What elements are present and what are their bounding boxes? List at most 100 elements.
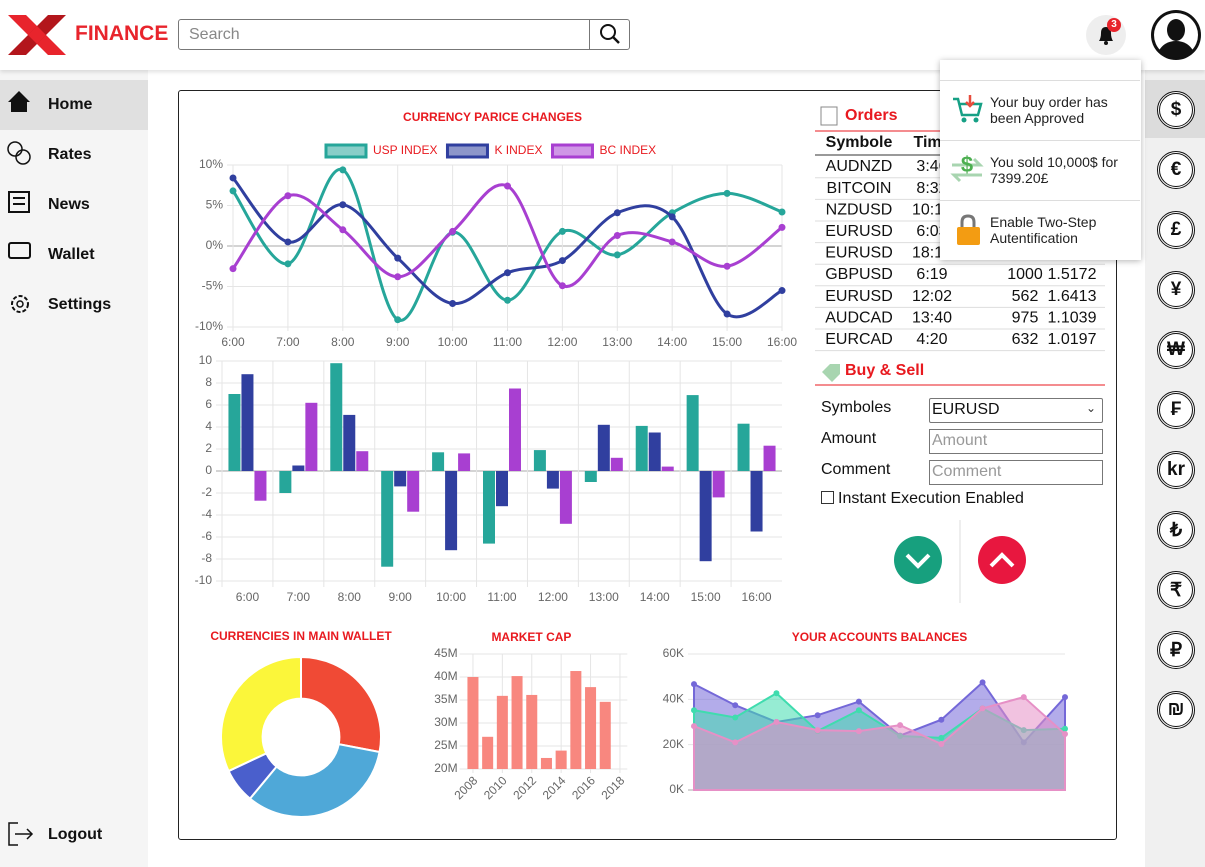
point (732, 714, 739, 721)
buy-button[interactable] (978, 536, 1026, 584)
currency-button[interactable]: $ (1157, 91, 1195, 129)
point (339, 201, 347, 209)
table-cell: AUDNZD (826, 158, 893, 175)
logout-icon (8, 822, 34, 846)
bar (509, 388, 521, 471)
bar (661, 466, 674, 471)
currency-button[interactable]: € (1157, 151, 1195, 189)
checkbox-label: Instant Execution Enabled (838, 490, 1024, 507)
bar (228, 394, 241, 471)
currency-button[interactable]: ₽ (1157, 631, 1195, 669)
x-tick-label: 9:00 (386, 335, 410, 349)
nav-settings[interactable]: Settings (0, 280, 148, 330)
checkbox[interactable] (821, 491, 834, 504)
nav-label: Logout (48, 826, 103, 843)
bar (279, 471, 292, 493)
sell-button[interactable] (894, 536, 942, 584)
chevron-down (905, 553, 931, 569)
x-tick-label: 14:00 (640, 590, 670, 604)
nav-wallet[interactable]: Wallet (0, 230, 148, 280)
field-label: Symboles (821, 399, 892, 416)
currency-button[interactable]: kr (1157, 451, 1195, 489)
point (339, 226, 347, 234)
bar (585, 687, 597, 769)
currency-button[interactable]: ₩ (1157, 331, 1195, 369)
nav-label: Settings (48, 296, 112, 313)
text-input[interactable]: Comment (929, 460, 1103, 485)
point (814, 727, 821, 734)
search-icon (600, 24, 620, 44)
point (668, 213, 676, 221)
point (613, 209, 621, 217)
point (613, 231, 621, 239)
bar (546, 471, 559, 489)
select-value: EURUSD (932, 401, 1000, 418)
nav-label: Wallet (48, 246, 95, 263)
table-cell: 562 (1012, 288, 1039, 305)
currency-button[interactable]: ¥ (1157, 271, 1195, 309)
currency-button[interactable]: £ (1157, 211, 1195, 249)
notification[interactable]: $ You sold 10,000$ for 7399.20£ (940, 140, 1140, 200)
point (1062, 694, 1068, 701)
bar (584, 471, 597, 482)
table-cell: 1000 (1007, 266, 1043, 283)
y-tick-label: 20K (663, 737, 684, 751)
y-tick-label: 30M (434, 715, 457, 729)
point (394, 254, 402, 262)
point (504, 296, 511, 304)
nav-rates[interactable]: Rates (0, 130, 148, 180)
point (229, 174, 237, 182)
bar (712, 471, 725, 498)
point (814, 712, 821, 719)
table-cell: 4:20 (916, 331, 947, 348)
y-tick-label: 60K (663, 646, 684, 660)
notification-button[interactable]: 3 (1086, 15, 1126, 55)
select[interactable]: EURUSD ⌄ (929, 398, 1103, 423)
notification-dropdown: Your buy order has been Approved $ You s… (940, 60, 1141, 260)
table-cell: 8:32 (916, 180, 947, 197)
bar (737, 423, 750, 471)
bar (496, 695, 508, 769)
nav-news[interactable]: News (0, 180, 148, 230)
point (449, 227, 457, 235)
sidebar: Home Rates News Wallet Settings Logout (0, 70, 148, 867)
nav-logout[interactable]: Logout (0, 810, 148, 860)
table-cell: GBPUSD (825, 266, 893, 283)
x-tick-label: 2008 (452, 773, 481, 802)
point (778, 287, 786, 295)
avatar[interactable] (1150, 9, 1202, 61)
point (723, 310, 731, 318)
bar (467, 677, 479, 769)
bar (763, 445, 776, 471)
currency-button[interactable]: ₹ (1157, 571, 1195, 609)
bar (555, 750, 567, 769)
y-tick-label: -10 (195, 573, 213, 587)
notification[interactable]: Enable Two-Step Autentification (940, 200, 1140, 260)
x-tick-label: 15:00 (712, 335, 742, 349)
y-tick-label: 4 (205, 419, 212, 433)
orders-title: Orders (845, 107, 898, 124)
legend-label: K INDEX (494, 143, 542, 157)
table-cell: 3:46 (916, 158, 947, 175)
bar (533, 450, 546, 471)
y-tick-label: 0K (669, 782, 684, 796)
currency-button[interactable]: ₪ (1157, 691, 1195, 729)
y-tick-label: 35M (434, 692, 457, 706)
search-box[interactable]: Search (178, 19, 630, 50)
text-input[interactable]: Amount (929, 429, 1103, 454)
bar (394, 471, 407, 487)
currency-button[interactable]: ₣ (1157, 391, 1195, 429)
point (855, 707, 862, 714)
search-button[interactable] (589, 19, 630, 50)
point (229, 265, 237, 273)
bar (526, 694, 538, 769)
point (773, 690, 780, 697)
currency-button[interactable]: ₺ (1157, 511, 1195, 549)
orders-icon (820, 106, 838, 126)
notification[interactable]: Your buy order has been Approved (940, 80, 1140, 140)
x-tick-label: 14:00 (657, 335, 687, 349)
x-tick-label: 2018 (599, 773, 628, 802)
bar (599, 701, 611, 769)
legend-label: BC INDEX (599, 143, 656, 157)
